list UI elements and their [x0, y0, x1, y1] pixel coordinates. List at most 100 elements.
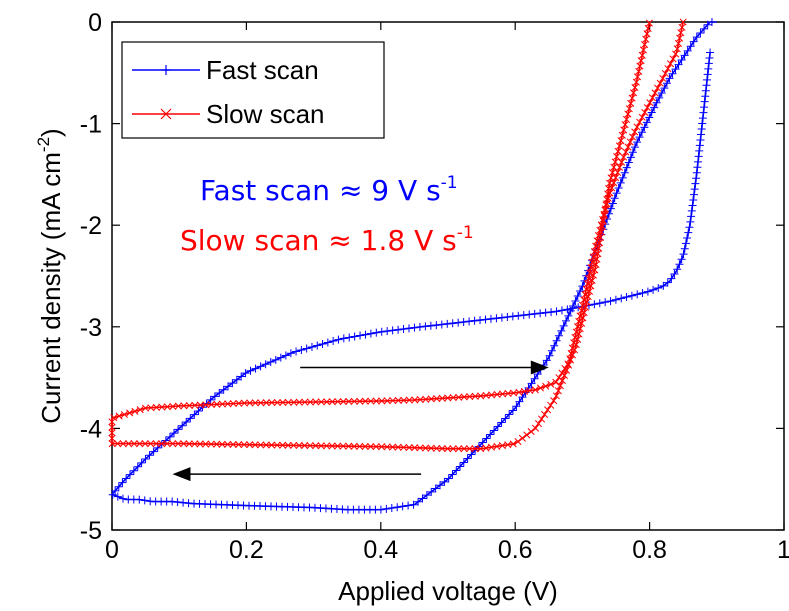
data-point: [614, 147, 622, 155]
data-point: [674, 39, 683, 48]
data-point: [455, 393, 463, 401]
data-point: [642, 35, 650, 43]
data-point: [561, 316, 570, 325]
data-point: [444, 445, 452, 453]
data-point: [569, 301, 578, 310]
data-point: [229, 400, 237, 408]
data-point: [163, 440, 171, 448]
data-point: [136, 440, 144, 448]
data-point: [578, 319, 586, 327]
data-point: [460, 393, 468, 401]
data-point: [130, 440, 138, 448]
data-point: [552, 336, 561, 345]
data-point: [690, 185, 699, 194]
data-point: [471, 446, 480, 455]
data-point: [703, 75, 712, 84]
data-point: [119, 440, 127, 448]
legend-marker: [160, 108, 172, 120]
data-point: [633, 123, 641, 131]
data-point: [638, 289, 647, 298]
data-point: [125, 470, 134, 479]
data-point: [626, 138, 634, 146]
data-point: [637, 57, 645, 65]
data-point: [643, 30, 651, 38]
data-point: [389, 397, 397, 405]
data-point: [452, 466, 461, 475]
data-point: [694, 152, 703, 161]
data-point: [557, 306, 566, 315]
data-point: [559, 321, 568, 330]
data-point: [595, 299, 604, 308]
data-point: [206, 395, 215, 404]
data-point: [178, 421, 187, 430]
data-point: [572, 341, 580, 349]
data-point: [631, 128, 639, 136]
data-point: [605, 185, 613, 193]
data-point: [692, 174, 701, 183]
data-point: [421, 322, 430, 331]
data-point: [673, 45, 681, 53]
data-point: [246, 366, 255, 375]
data-point: [704, 59, 713, 68]
data-point: [393, 503, 402, 512]
data-point: [256, 362, 265, 371]
data-point: [547, 380, 555, 388]
data-point: [427, 395, 435, 403]
data-point: [405, 324, 414, 333]
data-point: [476, 316, 485, 325]
data-point: [541, 308, 550, 317]
data-point: [108, 434, 116, 442]
data-point: [301, 441, 309, 450]
data-point: [680, 51, 689, 60]
data-point: [345, 333, 354, 342]
data-point: [145, 451, 154, 460]
data-point: [530, 309, 539, 318]
data-point: [622, 293, 631, 302]
data-point: [416, 396, 424, 404]
data-point: [584, 293, 592, 301]
data-point: [554, 331, 563, 340]
data-point: [675, 260, 684, 269]
data-point: [454, 318, 463, 327]
data-point: [466, 393, 474, 401]
data-point: [542, 356, 551, 365]
data-point: [345, 397, 353, 406]
data-point: [702, 81, 711, 90]
data-point: [638, 113, 646, 121]
data-point: [677, 255, 686, 264]
y-axis-label-sup: -2: [34, 137, 53, 152]
data-point: [659, 74, 667, 82]
data-point: [582, 285, 590, 293]
data-point: [523, 431, 531, 439]
data-point: [557, 326, 566, 335]
data-point: [448, 319, 457, 328]
data-point: [688, 201, 697, 210]
data-point: [610, 194, 619, 203]
data-point: [696, 28, 705, 37]
data-point: [641, 108, 649, 116]
data-point: [389, 443, 397, 451]
data-point: [339, 397, 347, 406]
data-point: [633, 73, 642, 81]
data-point: [273, 441, 281, 449]
data-point: [564, 360, 572, 368]
data-point: [569, 351, 577, 359]
data-point: [168, 497, 177, 506]
legend-marker: [161, 65, 171, 75]
data-point: [518, 434, 526, 442]
data-point: [606, 179, 614, 187]
data-point: [228, 379, 237, 388]
arrow-head: [530, 360, 549, 375]
data-point: [514, 437, 522, 446]
data-point: [383, 443, 391, 451]
data-point: [497, 313, 506, 322]
data-point: [707, 18, 716, 26]
data-point: [681, 239, 690, 248]
data-point: [133, 462, 142, 471]
data-point: [235, 440, 243, 449]
data-point: [459, 317, 468, 326]
data-point: [158, 440, 166, 448]
y-tick-label: -1: [80, 111, 102, 139]
data-point: [378, 397, 386, 405]
data-point: [622, 115, 631, 123]
